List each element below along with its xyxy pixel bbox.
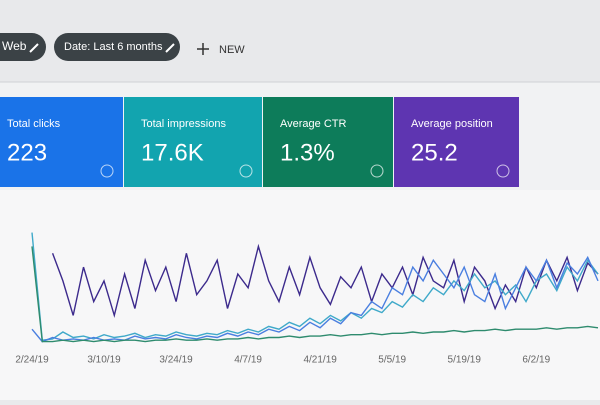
help-icon [239,164,253,178]
help-icon [370,164,384,178]
chip[interactable] [0,33,46,61]
metric-label: Average CTR [280,118,346,130]
x-tick-label: 5/19/19 [448,355,482,366]
metric-value: 17.6K [141,139,204,166]
help-icon [496,164,510,178]
x-tick-label: 4/7/19 [234,355,262,366]
new-button[interactable]: NEW [219,44,245,56]
metric-value: 1.3% [280,139,335,166]
x-tick-label: 2/24/19 [15,355,49,366]
metric-card[interactable] [124,97,262,187]
chip[interactable] [54,33,180,61]
metric-value: 25.2 [411,139,458,166]
series-line [31,232,599,341]
series-line [51,243,599,319]
x-tick-label: 4/21/19 [303,355,337,366]
series-line [31,246,599,343]
metric-label: Total impressions [141,118,226,130]
x-tick-label: 3/10/19 [87,355,121,366]
metric-label: Total clicks [7,118,61,130]
metric-label: Average position [411,118,493,130]
x-tick-label: 5/5/19 [378,355,406,366]
metric-value: 223 [7,139,47,166]
help-icon [100,164,114,178]
edit-icon [29,43,175,53]
chip-label: Date: Last 6 months [64,41,163,53]
plus-icon[interactable] [197,43,209,55]
chip-label: Web [2,39,27,53]
x-tick-label: 6/2/19 [522,355,550,366]
x-tick-label: 3/24/19 [159,355,193,366]
metric-card[interactable] [394,97,519,187]
metric-card[interactable] [0,97,123,187]
